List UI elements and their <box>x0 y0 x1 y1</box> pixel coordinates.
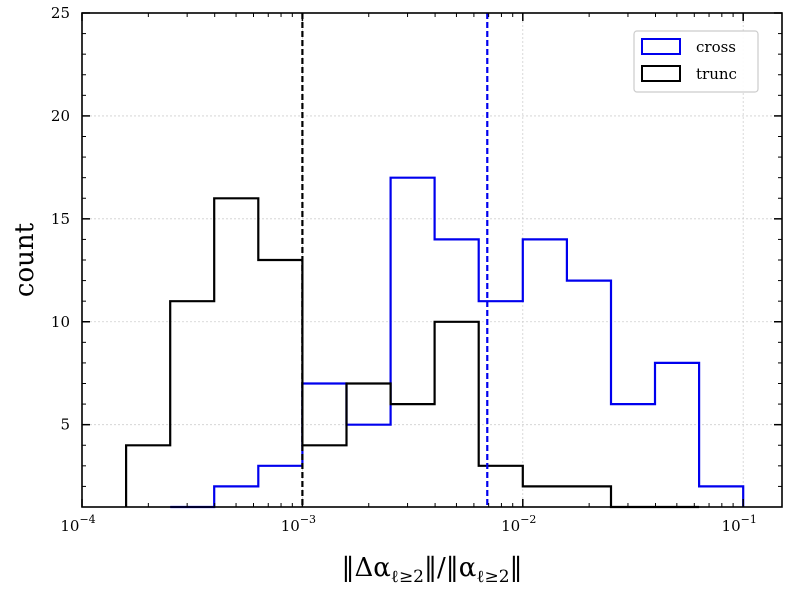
x-tick-label: 10−4 <box>60 513 95 535</box>
x-tick-label: 10−2 <box>501 513 536 535</box>
y-tick-label: 20 <box>51 107 70 125</box>
x-tick-label: 10−3 <box>281 513 316 535</box>
histogram-trunc <box>125 197 700 509</box>
histogram-cross <box>170 176 745 509</box>
histogram-series <box>125 176 745 509</box>
legend: cross trunc <box>633 30 759 93</box>
legend-box <box>633 30 759 93</box>
legend-label-cross: cross <box>696 38 736 56</box>
legend-swatch-cross <box>641 38 681 55</box>
y-tick-label: 15 <box>51 210 70 228</box>
median-lines <box>301 13 489 507</box>
legend-label-trunc: trunc <box>696 65 737 83</box>
y-tick-label: 10 <box>51 313 70 331</box>
y-tick-label: 25 <box>51 4 70 22</box>
legend-swatch-trunc <box>641 65 681 82</box>
y-axis-label: count <box>10 222 40 297</box>
y-tick-label: 5 <box>60 416 70 434</box>
x-tick-label: 10−1 <box>722 513 757 535</box>
axis-ticks: 5 10 15 20 25 10−4 10−3 10−2 10−1 <box>51 4 782 535</box>
x-axis-label: ‖Δαℓ≥2‖/‖αℓ≥2‖ <box>341 553 522 587</box>
